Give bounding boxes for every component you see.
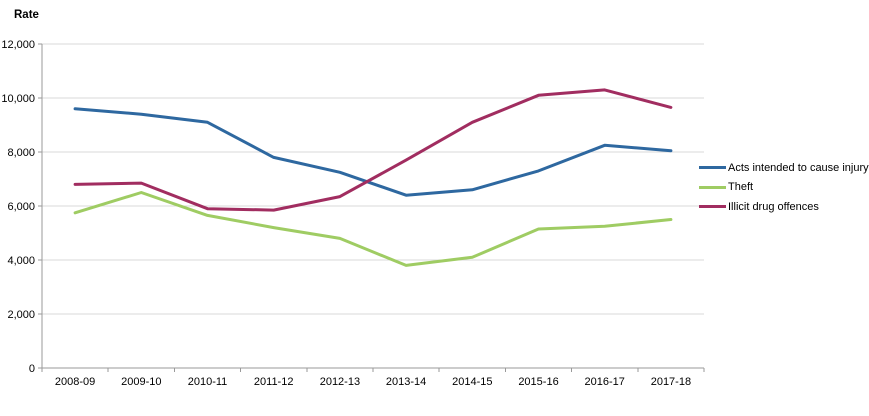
- legend: Acts intended to cause injury Theft Illi…: [699, 158, 869, 217]
- svg-text:2015-16: 2015-16: [518, 376, 558, 388]
- svg-text:2010-11: 2010-11: [188, 376, 228, 388]
- legend-item-acts-intended-to-cause-injury: Acts intended to cause injury: [699, 158, 869, 178]
- svg-text:2014-15: 2014-15: [452, 376, 492, 388]
- svg-text:2012-13: 2012-13: [320, 376, 360, 388]
- svg-text:2013-14: 2013-14: [386, 376, 426, 388]
- legend-line-swatch: [699, 185, 726, 189]
- svg-text:2008-09: 2008-09: [55, 376, 95, 388]
- svg-text:2009-10: 2009-10: [121, 376, 161, 388]
- svg-text:8,000: 8,000: [7, 147, 35, 159]
- svg-text:10,000: 10,000: [1, 93, 35, 105]
- legend-line-swatch: [699, 205, 726, 209]
- y-axis-title: Rate: [14, 9, 39, 21]
- legend-item-theft: Theft: [699, 178, 869, 198]
- legend-item-illicit-drug-offences: Illicit drug offences: [699, 197, 869, 217]
- svg-text:2016-17: 2016-17: [585, 376, 625, 388]
- svg-text:2,000: 2,000: [7, 309, 35, 321]
- svg-text:0: 0: [29, 363, 35, 375]
- svg-text:12,000: 12,000: [1, 39, 35, 51]
- svg-text:2017-18: 2017-18: [651, 376, 691, 388]
- legend-label: Acts intended to cause injury: [728, 161, 869, 174]
- legend-label: Illicit drug offences: [728, 200, 819, 213]
- svg-text:6,000: 6,000: [7, 201, 35, 213]
- legend-line-swatch: [699, 166, 726, 170]
- svg-text:4,000: 4,000: [7, 255, 35, 267]
- svg-text:2011-12: 2011-12: [254, 376, 294, 388]
- legend-label: Theft: [728, 181, 754, 194]
